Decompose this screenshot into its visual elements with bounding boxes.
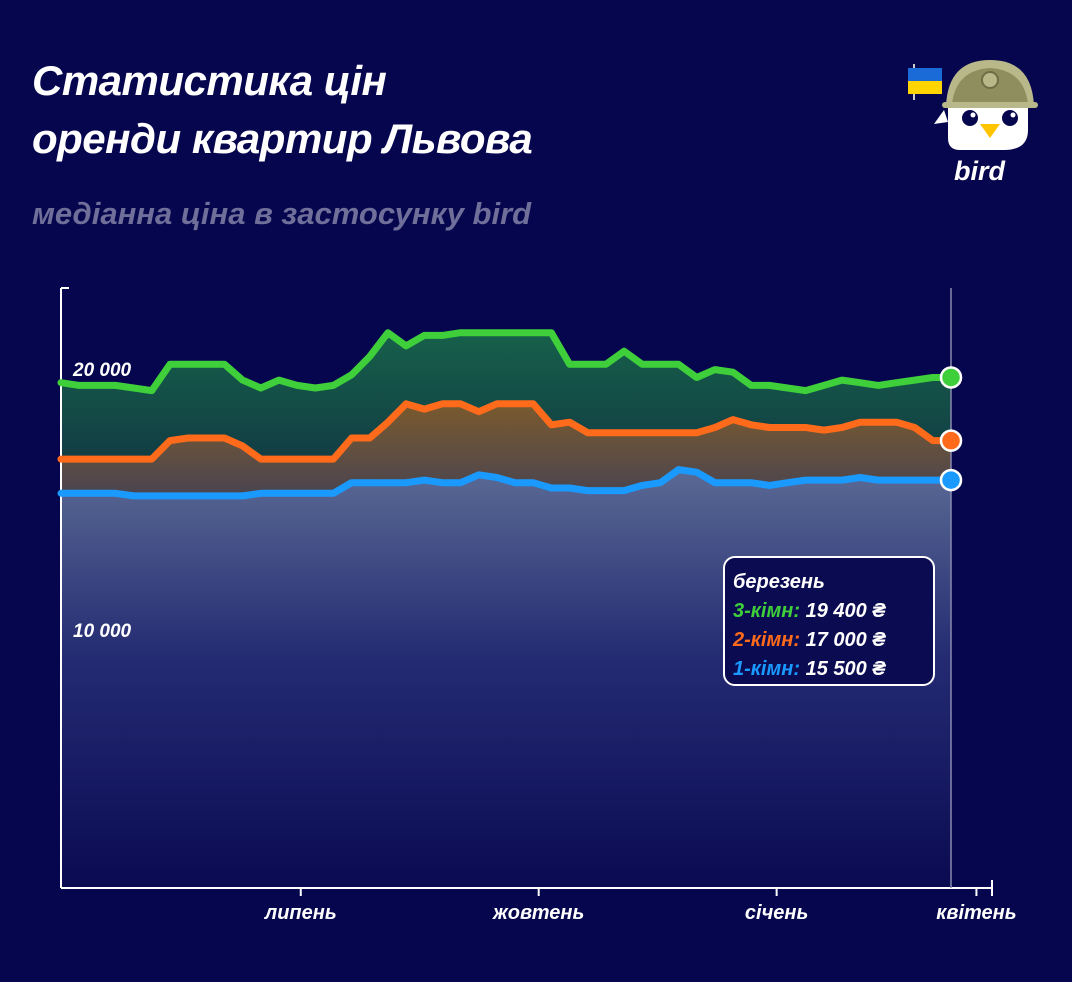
legend-month: березень <box>733 571 825 593</box>
title-line-1: Статистика цін <box>32 57 387 104</box>
endpoint-dot-3-room <box>939 366 963 389</box>
x-tick-label-january: січень <box>744 902 809 924</box>
x-tick-label-october: жовтень <box>493 902 585 924</box>
endpoint-dot-2-room <box>939 429 963 452</box>
legend-label-1-room: 1-кімн: <box>733 658 801 680</box>
legend-value-2-room: 17 000 ₴ <box>805 629 886 651</box>
legend-value-3-room: 19 400 ₴ <box>805 600 886 622</box>
title-line-2: оренди квартир Львова <box>32 115 533 162</box>
x-tick-label-april: квітень <box>936 902 1017 924</box>
x-tick-label-july: липень <box>264 902 337 924</box>
page-title: Статистика цін оренди квартир Львова <box>32 52 732 168</box>
line-1-room <box>57 466 955 500</box>
line-2-room <box>57 400 955 463</box>
legend-row-3-room: 3-кімн: 19 400 ₴ <box>733 597 933 626</box>
page-subtitle: медіанна ціна в застосунку bird <box>32 196 532 231</box>
bird-logo-icon <box>908 60 1038 150</box>
line-3-room <box>57 329 955 395</box>
y-tick-label-20000: 20 000 <box>73 360 132 381</box>
y-tick-label-10000: 10 000 <box>73 621 132 642</box>
bird-logo-text: bird <box>954 156 1005 186</box>
legend-row-2-room: 2-кімн: 17 000 ₴ <box>733 626 933 655</box>
endpoint-dot-1-room <box>939 468 963 492</box>
area-2-room <box>61 403 951 496</box>
area-3-room <box>61 332 951 460</box>
legend-row-1-room: 1-кімн: 15 500 ₴ <box>733 655 933 684</box>
legend-label-2-room: 2-кімн: <box>733 629 801 651</box>
legend-label-3-room: 3-кімн: <box>733 600 801 622</box>
legend-value-1-room: 15 500 ₴ <box>805 658 886 680</box>
march-values-legend: березень 3-кімн: 19 400 ₴ 2-кімн: 17 000… <box>723 556 935 686</box>
